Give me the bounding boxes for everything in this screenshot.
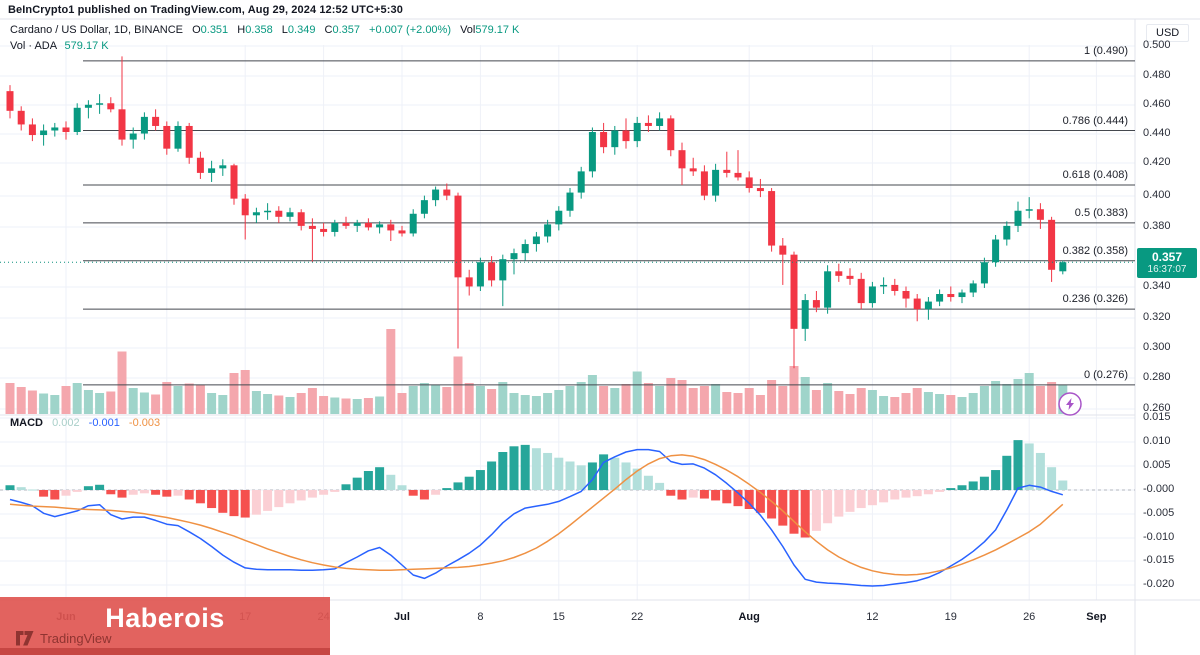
- symbol-title[interactable]: Cardano / US Dollar, 1D, BINANCE: [10, 24, 184, 36]
- change-value: +0.007 (+2.00%): [369, 24, 451, 36]
- macd-axis-tick: -0.020: [1143, 578, 1175, 590]
- open-value: 0.351: [200, 24, 229, 36]
- symbol-legend: Cardano / US Dollar, 1D, BINANCE O0.351 …: [10, 24, 519, 36]
- low-label: L: [281, 24, 288, 36]
- time-axis-tick: 22: [631, 611, 644, 623]
- price-axis-tick: 0.380: [1143, 220, 1171, 232]
- price-axis-tick: 0.320: [1143, 311, 1171, 323]
- watermark-strip: [0, 648, 330, 655]
- time-axis-tick: 19: [944, 611, 957, 623]
- time-axis-tick: Jul: [394, 611, 410, 623]
- price-axis-tick: 0.420: [1143, 156, 1171, 168]
- macd-line-value: -0.001: [88, 417, 120, 429]
- time-axis-tick: 26: [1023, 611, 1036, 623]
- macd-axis-tick: 0.015: [1143, 411, 1171, 423]
- price-axis-tick: 0.500: [1143, 39, 1171, 51]
- fib-level-label: 0.236 (0.326): [1062, 293, 1128, 306]
- price-axis-tick: 0.260: [1143, 402, 1171, 414]
- candle-countdown: 16:37:07: [1147, 264, 1187, 276]
- time-axis-tick: 8: [477, 611, 484, 623]
- current-price: 0.357: [1151, 250, 1183, 264]
- macd-signal-value: -0.003: [128, 417, 161, 429]
- volume-indicator-title[interactable]: Vol · ADA: [10, 40, 57, 52]
- macd-axis-tick: 0.005: [1143, 459, 1171, 471]
- price-axis-tick: 0.400: [1143, 189, 1171, 201]
- publish-header: BeInCrypto1 published on TradingView.com…: [8, 4, 403, 16]
- time-axis-tick: Aug: [738, 611, 760, 623]
- volume-indicator-value: 579.17 K: [64, 40, 109, 52]
- fib-level-label: 0.5 (0.383): [1074, 206, 1128, 219]
- fib-level-label: 0.382 (0.358): [1062, 244, 1128, 257]
- macd-axis-tick: -0.005: [1143, 507, 1175, 519]
- time-axis-tick: Sep: [1086, 611, 1107, 623]
- boost-lightning-icon[interactable]: [1058, 392, 1082, 416]
- macd-legend: MACD 0.002 -0.001 -0.003: [10, 417, 160, 429]
- price-axis-tick: 0.300: [1143, 341, 1171, 353]
- fib-level-label: 0.618 (0.408): [1062, 169, 1128, 181]
- current-price-badge: 0.357 16:37:07: [1137, 248, 1197, 278]
- price-axis-tick: 0.440: [1143, 127, 1171, 139]
- price-axis-tick: 0.480: [1143, 69, 1171, 81]
- fib-level-label: 0 (0.276): [1083, 368, 1128, 381]
- price-axis-tick: 0.280: [1143, 371, 1171, 383]
- tradingview-attribution-label: TradingView: [40, 631, 112, 646]
- macd-axis-tick: -0.000: [1143, 483, 1175, 495]
- fib-level-label: 0.786 (0.444): [1062, 114, 1128, 127]
- time-axis-tick: 15: [552, 611, 565, 623]
- macd-axis-tick: -0.010: [1143, 531, 1175, 543]
- vol-label: Vol: [460, 24, 476, 36]
- macd-hist-value: 0.002: [52, 417, 80, 429]
- high-label: H: [237, 24, 246, 36]
- high-value: 0.358: [245, 24, 273, 36]
- time-axis-tick: 12: [866, 611, 879, 623]
- price-axis-tick: 0.340: [1143, 280, 1171, 292]
- watermark-text: Haberois: [105, 603, 225, 633]
- macd-axis-tick: 0.010: [1143, 435, 1171, 447]
- price-axis-tick: 0.460: [1143, 98, 1171, 110]
- fib-level-label: 1 (0.490): [1083, 44, 1128, 57]
- low-value: 0.349: [287, 24, 316, 36]
- watermark-box: [0, 597, 330, 648]
- close-value: 0.357: [332, 24, 360, 36]
- currency-axis-tab[interactable]: USD: [1146, 24, 1190, 42]
- macd-title[interactable]: MACD: [10, 417, 43, 429]
- volume-indicator-legend: Vol · ADA 579.17 K: [10, 40, 109, 52]
- vol-value: 579.17 K: [475, 24, 520, 36]
- macd-axis-tick: -0.015: [1143, 554, 1175, 566]
- tradingview-attribution[interactable]: TradingView: [16, 631, 112, 646]
- tradingview-logo-icon: [16, 631, 34, 646]
- open-label: O: [192, 24, 201, 36]
- close-label: C: [324, 24, 333, 36]
